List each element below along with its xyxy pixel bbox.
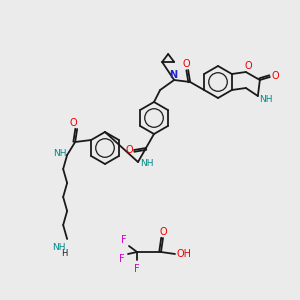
- Text: F: F: [134, 264, 140, 274]
- Text: N: N: [169, 70, 177, 80]
- Text: O: O: [125, 145, 133, 155]
- Text: O: O: [159, 227, 167, 237]
- Text: F: F: [121, 235, 127, 245]
- Text: O: O: [244, 61, 252, 71]
- Text: OH: OH: [176, 249, 191, 259]
- Text: O: O: [182, 59, 190, 69]
- Text: O: O: [69, 118, 77, 128]
- Text: F: F: [119, 254, 125, 264]
- Text: NH: NH: [140, 160, 154, 169]
- Text: NH: NH: [259, 94, 273, 103]
- Text: NH: NH: [53, 148, 67, 158]
- Text: O: O: [271, 71, 279, 81]
- Text: NH: NH: [52, 242, 66, 251]
- Text: H: H: [61, 250, 67, 259]
